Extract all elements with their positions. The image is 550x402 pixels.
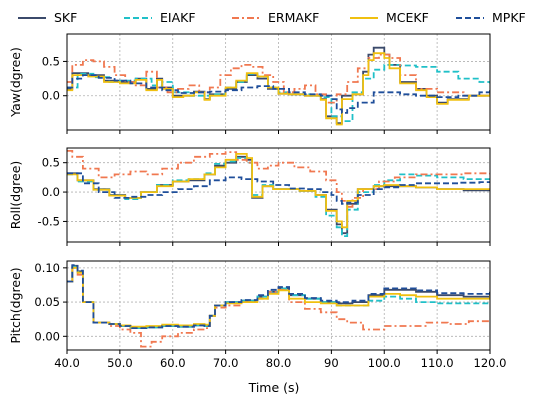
series-line-mpkf xyxy=(67,74,490,114)
y-tick-label: -0.5 xyxy=(38,214,60,228)
series-line-ermakf xyxy=(67,150,490,208)
x-tick-label: 90 xyxy=(324,356,339,370)
x-tick-label: 60.0 xyxy=(160,356,186,370)
x-tick-label: 100.0 xyxy=(368,356,401,370)
series-group xyxy=(67,46,490,126)
y-tick-label: 0.10 xyxy=(34,261,60,275)
series-group xyxy=(67,150,490,237)
series-group xyxy=(67,264,490,348)
series-line-mcekf xyxy=(67,153,490,229)
x-tick-label: 120.0 xyxy=(474,356,507,370)
x-tick-label: 110.0 xyxy=(421,356,454,370)
panel-pitch: 0.00 0.05 0.10 40.0 50.0 60.0 70.0 80.0 90 100.0 1… xyxy=(8,260,507,370)
legend-label: EIAKF xyxy=(160,10,196,25)
legend-entry-skf: SKF xyxy=(18,10,77,25)
legend-entry-ermakf: ERMAKF xyxy=(232,10,319,25)
series-line-mcekf xyxy=(67,52,490,126)
x-tick-label: 70.0 xyxy=(213,356,239,370)
legend-entry-mcekf: MCEKF xyxy=(350,10,429,25)
chart-panels: 0.0 0.5 Yaw(dgree) -0.5 0.0 0.5 Roll(dgree) 0.0… xyxy=(8,33,507,370)
legend-label: MCEKF xyxy=(386,10,429,25)
panel-roll: -0.5 0.0 0.5 Roll(dgree) xyxy=(8,147,491,246)
x-axis-label: Time (s) xyxy=(248,380,300,395)
legend: SKF EIAKF ERMAKF MCEKF MPKF xyxy=(18,10,526,25)
y-tick-label: 0.0 xyxy=(42,89,60,103)
y-axis-label: Yaw(dgree) xyxy=(8,47,23,118)
series-line-ermakf xyxy=(67,53,490,104)
y-tick-label: 0.5 xyxy=(42,54,60,68)
y-tick-label: 0.5 xyxy=(42,156,60,170)
x-tick-label: 40.0 xyxy=(54,356,80,370)
y-tick-label: 0.00 xyxy=(34,329,60,343)
panel-yaw: 0.0 0.5 Yaw(dgree) xyxy=(8,33,491,134)
y-axis-label: Pitch(dgree) xyxy=(8,267,23,343)
legend-label: MPKF xyxy=(492,10,526,25)
series-line-ermakf xyxy=(67,266,490,348)
y-tick-label: 0.05 xyxy=(34,295,60,309)
x-tick-label: 80.0 xyxy=(266,356,292,370)
legend-label: SKF xyxy=(54,10,77,25)
legend-entry-eiakf: EIAKF xyxy=(124,10,196,25)
legend-label: ERMAKF xyxy=(268,10,319,25)
legend-entry-mpkf: MPKF xyxy=(456,10,526,25)
y-axis-label: Roll(dgree) xyxy=(8,161,23,230)
x-tick-label: 50.0 xyxy=(107,356,133,370)
series-line-mpkf xyxy=(67,264,490,329)
y-tick-label: 0.0 xyxy=(42,185,60,199)
